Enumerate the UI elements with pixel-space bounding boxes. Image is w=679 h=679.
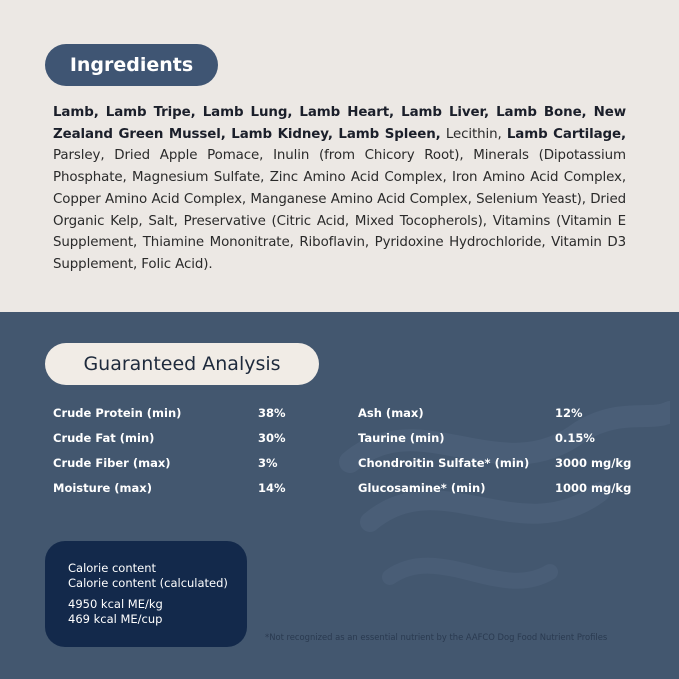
- analysis-label: Moisture (max): [53, 481, 152, 495]
- ingredients-bold-1: Lamb, Lamb Tripe, Lamb Lung, Lamb Heart,…: [53, 105, 626, 142]
- analysis-value: 1000 mg/kg: [555, 481, 632, 495]
- analysis-value: 30%: [258, 431, 286, 445]
- analysis-section: Guaranteed Analysis Crude Protein (min) …: [0, 312, 679, 679]
- analysis-value: 3000 mg/kg: [555, 456, 632, 470]
- analysis-label: Ash (max): [358, 406, 424, 420]
- analysis-value: 3%: [258, 456, 278, 470]
- calorie-box: Calorie content Calorie content (calcula…: [45, 541, 247, 647]
- calorie-calculated-label: Calorie content (calculated): [68, 576, 228, 590]
- analysis-label: Crude Fiber (max): [53, 456, 171, 470]
- footnote: *Not recognized as an essential nutrient…: [265, 632, 608, 642]
- analysis-value: 0.15%: [555, 431, 595, 445]
- ingredients-list: Lamb, Lamb Tripe, Lamb Lung, Lamb Heart,…: [53, 102, 626, 276]
- ingredients-text-1: Lecithin,: [440, 126, 507, 142]
- analysis-value: 12%: [555, 406, 583, 420]
- analysis-label: Crude Protein (min): [53, 406, 182, 420]
- ingredients-bold-2: Lamb Cartilage,: [506, 126, 626, 142]
- wave-watermark-icon: [339, 401, 670, 589]
- ingredients-heading: Ingredients: [45, 44, 218, 86]
- analysis-label: Glucosamine* (min): [358, 481, 486, 495]
- analysis-value: 38%: [258, 406, 286, 420]
- analysis-label: Taurine (min): [358, 431, 445, 445]
- analysis-heading: Guaranteed Analysis: [45, 343, 319, 385]
- analysis-label: Chondroitin Sulfate* (min): [358, 456, 530, 470]
- analysis-label: Crude Fat (min): [53, 431, 155, 445]
- calorie-per-kg: 4950 kcal ME/kg: [68, 597, 163, 611]
- ingredients-text-2: Parsley, Dried Apple Pomace, Inulin (fro…: [53, 148, 626, 272]
- ingredients-section: Ingredients Lamb, Lamb Tripe, Lamb Lung,…: [0, 0, 679, 312]
- analysis-value: 14%: [258, 481, 286, 495]
- calorie-label: Calorie content: [68, 561, 156, 575]
- calorie-per-cup: 469 kcal ME/cup: [68, 612, 163, 626]
